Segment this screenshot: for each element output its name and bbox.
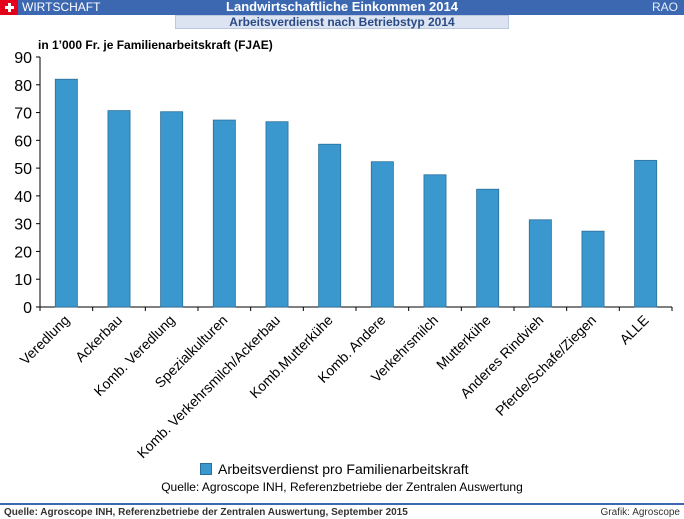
rao-label: RAO [651,0,678,14]
footer: Quelle: Agroscope INH, Referenzbetriebe … [0,503,684,519]
bar [107,110,131,308]
bar [370,161,394,308]
source-note: Quelle: Agroscope INH, Referenzbetriebe … [161,480,523,494]
units-label: in 1’000 Fr. je Familienarbeitskraft (FJ… [38,38,273,52]
bar [160,111,184,308]
chart-subtitle: Arbeitsverdienst nach Betriebstyp 2014 [229,15,455,29]
footer-source: Quelle: Agroscope INH, Referenzbetriebe … [4,507,408,518]
section-label: WIRTSCHAFT [22,0,101,14]
y-tick-label: 60 [14,133,32,150]
bar [54,78,78,308]
x-tick-label: Ackerbau [72,312,125,365]
header-bar: WIRTSCHAFT Landwirtschaftliche Einkommen… [0,0,684,15]
x-tick-label: Pferde/Schafe/Ziegen [492,312,599,419]
y-tick-label: 10 [14,272,32,289]
y-tick-label: 40 [14,189,32,206]
y-tick-label: 20 [14,244,32,261]
y-tick-label: 0 [23,300,32,317]
legend-swatch [200,463,212,475]
y-tick-label: 90 [14,50,32,67]
y-tick-label: 80 [14,78,32,95]
chart-title: Landwirtschaftliche Einkommen 2014 [226,0,458,14]
y-tick-label: 30 [14,217,32,234]
legend-label: Arbeitsverdienst pro Familienarbeitskraf… [218,461,469,477]
subtitle-box [175,15,509,29]
bar [318,143,342,308]
swiss-flag-icon [0,0,18,15]
y-tick-label: 70 [14,106,32,123]
x-tick-label: Veredlung [17,312,73,368]
legend: Arbeitsverdienst pro Familienarbeitskraf… [200,460,469,478]
bar [476,188,500,308]
bar [528,219,552,308]
bar [634,159,658,308]
y-tick-label: 50 [14,161,32,178]
bar [423,174,447,308]
bar [581,230,605,308]
x-tick-label: ALLE [616,312,652,348]
bar [212,119,236,308]
bar [265,121,289,308]
footer-credit: Grafik: Agroscope [600,507,680,518]
